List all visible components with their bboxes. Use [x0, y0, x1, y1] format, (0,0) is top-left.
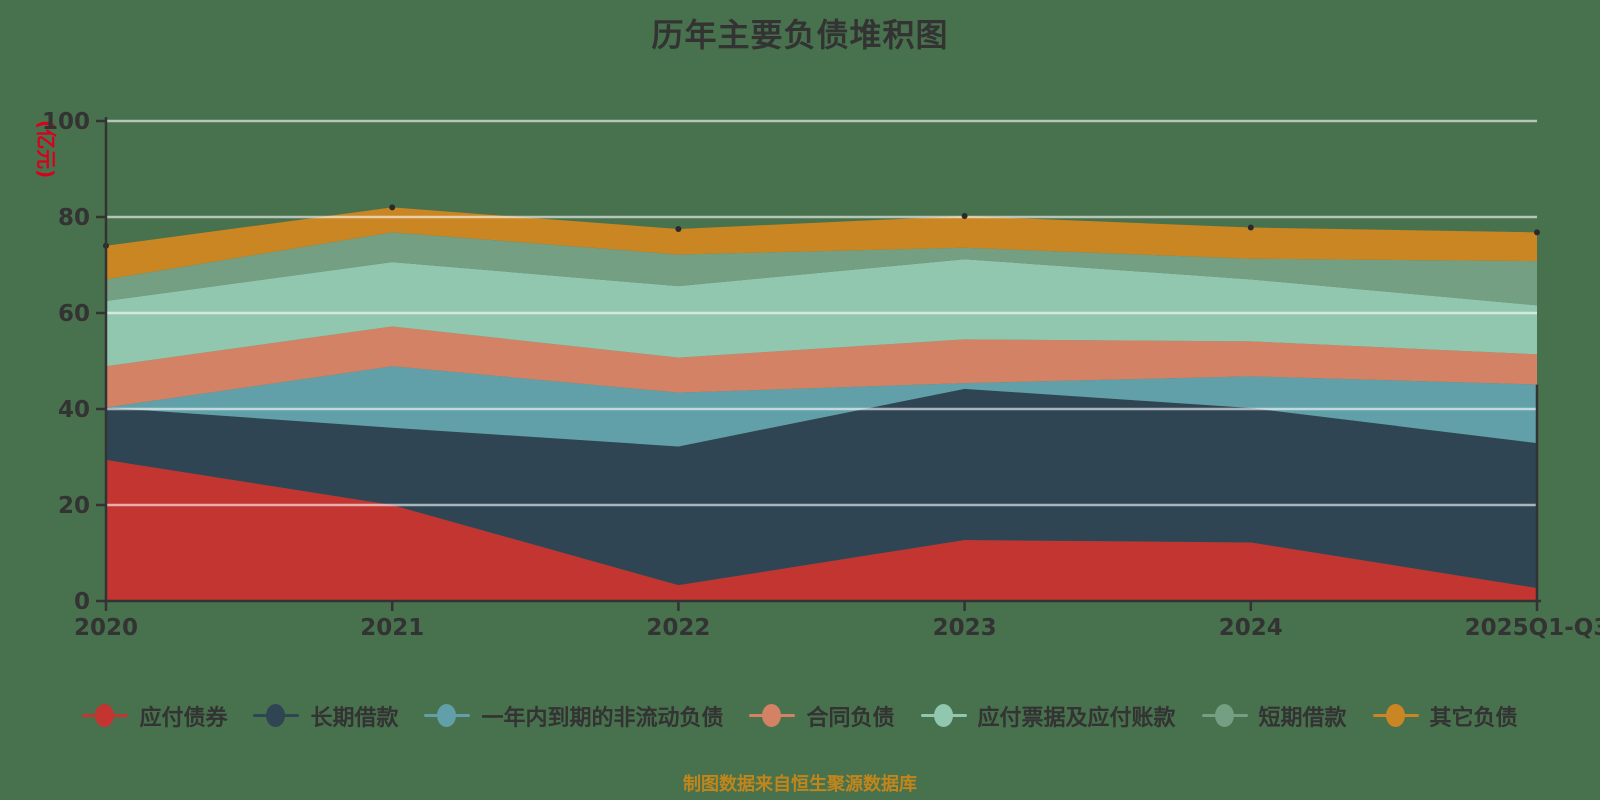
chart-legend: 应付债券 长期借款 一年内到期的非流动负债 合同负债 应付票据及应付账款 短期借款 其它负债	[0, 694, 1600, 738]
legend-item-0[interactable]: 应付债券	[82, 700, 227, 732]
area-series-1[interactable]	[106, 388, 1537, 589]
series-point-marker	[961, 213, 968, 220]
legend-label: 应付票据及应付账款	[977, 706, 1176, 731]
area-series-0[interactable]	[106, 459, 1537, 601]
legend-label: 短期借款	[1258, 706, 1347, 731]
series-point-marker	[1247, 224, 1254, 231]
y-axis-label: 60	[58, 301, 90, 327]
area-series-2[interactable]	[106, 366, 1537, 447]
legend-marker-icon	[424, 704, 471, 728]
area-series-6[interactable]	[106, 207, 1537, 280]
area-series-3[interactable]	[106, 326, 1537, 408]
legend-marker-icon	[1201, 704, 1248, 728]
legend-item-3[interactable]: 合同负债	[749, 700, 895, 732]
legend-label: 合同负债	[806, 706, 895, 731]
legend-item-5[interactable]: 短期借款	[1201, 700, 1347, 732]
y-axis-label: 20	[58, 493, 90, 519]
legend-label: 一年内到期的非流动负债	[481, 706, 724, 731]
x-axis-label: 2023	[933, 615, 997, 641]
legend-item-6[interactable]: 其它负债	[1372, 700, 1518, 732]
y-axis-label: 0	[74, 589, 90, 615]
legend-marker-icon	[920, 704, 967, 728]
y-axis-label: 40	[58, 397, 90, 423]
x-axis-label: 2021	[360, 615, 424, 641]
x-axis-label: 2025Q1-Q3	[1465, 615, 1600, 641]
page-title: 历年主要负债堆积图	[651, 16, 949, 54]
x-axis-label: 2022	[646, 615, 710, 641]
area-series-5[interactable]	[106, 232, 1537, 306]
data-source-note: 制图数据来自恒生聚源数据库	[683, 774, 917, 795]
legend-item-2[interactable]: 一年内到期的非流动负债	[424, 700, 723, 732]
legend-marker-icon	[82, 704, 129, 728]
series-point-marker	[675, 226, 682, 232]
series-point-marker	[1534, 229, 1540, 236]
legend-label: 其它负债	[1429, 706, 1518, 731]
series-point-marker	[389, 204, 396, 211]
x-axis-label: 2024	[1219, 615, 1283, 641]
legend-marker-icon	[253, 704, 300, 728]
legend-label: 长期借款	[310, 706, 399, 731]
y-axis-label: 80	[58, 205, 90, 231]
y-axis-label: 100	[42, 109, 90, 135]
legend-item-1[interactable]: 长期借款	[253, 700, 398, 732]
x-axis-label: 2020	[74, 615, 138, 641]
legend-marker-icon	[749, 704, 796, 728]
legend-item-4[interactable]: 应付票据及应付账款	[920, 700, 1176, 732]
legend-marker-icon	[1372, 704, 1419, 728]
legend-label: 应付债券	[139, 706, 228, 731]
